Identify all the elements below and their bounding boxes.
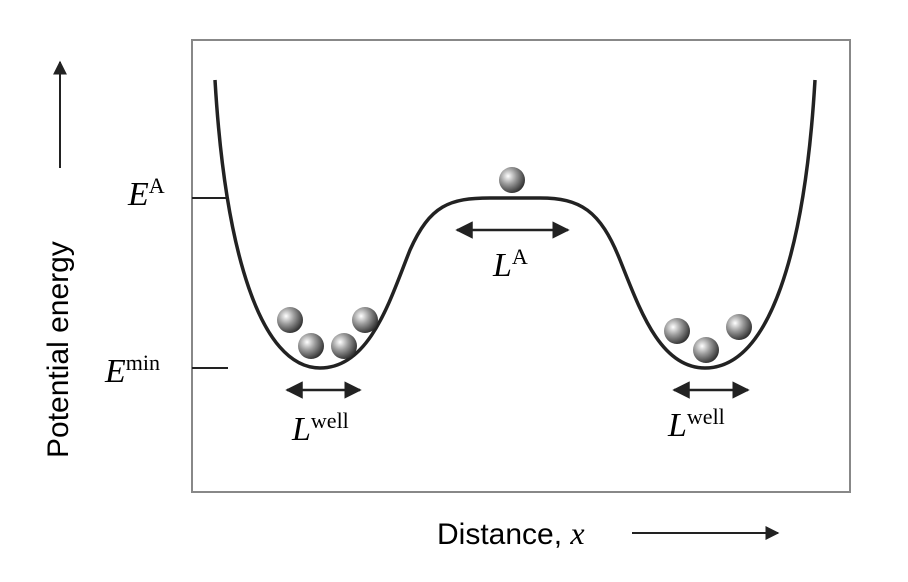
ball: [352, 307, 378, 333]
length-label: Lwell: [667, 404, 725, 444]
symbol: L: [291, 411, 311, 448]
ball: [277, 307, 303, 333]
symbol: L: [667, 407, 687, 444]
ball: [693, 337, 719, 363]
superscript: A: [149, 173, 165, 198]
ball: [499, 167, 525, 193]
ball: [726, 314, 752, 340]
superscript: min: [126, 350, 160, 375]
length-label: LA: [492, 244, 528, 284]
symbol: E: [104, 353, 126, 390]
superscript: well: [687, 404, 725, 429]
x-symbol: x: [569, 515, 584, 551]
length-label: Lwell: [291, 408, 349, 448]
x-label-text: Distance,: [437, 518, 570, 551]
potential-curve: [213, 79, 817, 370]
ball: [331, 333, 357, 359]
y-axis-label: Potential energy: [42, 241, 75, 458]
symbol: E: [127, 176, 149, 213]
superscript: A: [512, 244, 528, 269]
level-label: EA: [127, 173, 165, 213]
superscript: well: [311, 408, 349, 433]
symbol: L: [492, 247, 512, 284]
ball: [298, 333, 324, 359]
ball: [664, 318, 690, 344]
x-axis-label: Distance, x: [437, 515, 585, 551]
balls: [277, 167, 752, 363]
plot-frame: [191, 39, 851, 493]
level-label: Emin: [104, 350, 160, 390]
